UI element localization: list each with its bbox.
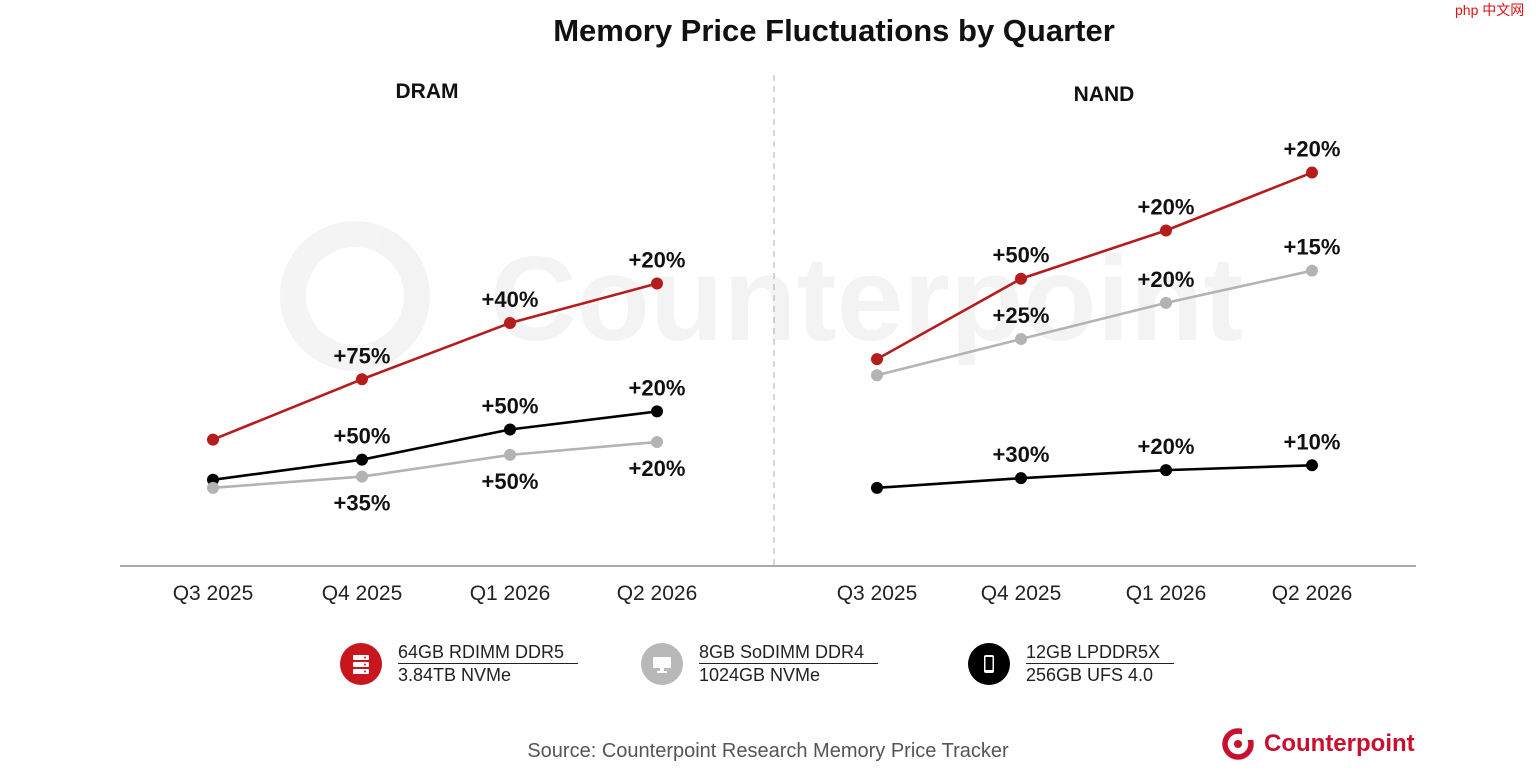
data-label: +20% bbox=[629, 248, 686, 273]
legend-label-line2: 1024GB NVMe bbox=[699, 665, 821, 685]
data-label: +10% bbox=[1284, 429, 1341, 454]
data-label: +20% bbox=[1138, 267, 1195, 292]
legend-label-line1: 12GB LPDDR5X bbox=[1026, 641, 1175, 664]
series-line bbox=[876, 269, 1313, 377]
data-point bbox=[651, 435, 663, 448]
data-label: +50% bbox=[482, 469, 539, 494]
data-label: +30% bbox=[993, 442, 1050, 467]
data-point bbox=[207, 433, 219, 446]
series-line bbox=[876, 464, 1313, 490]
series-line bbox=[212, 410, 658, 482]
desktop-icon bbox=[641, 642, 683, 685]
data-label: +75% bbox=[334, 343, 391, 368]
data-point bbox=[1160, 464, 1172, 477]
x-tick-label: Q1 2026 bbox=[470, 582, 551, 605]
data-label: +20% bbox=[1138, 434, 1195, 459]
legend-item-sodimm: 8GB SoDIMM DDR4 1024GB NVMe bbox=[641, 641, 879, 686]
data-label: +20% bbox=[1284, 137, 1341, 162]
data-point bbox=[1306, 459, 1318, 472]
data-point bbox=[1306, 166, 1318, 179]
legend-item-rdimm: 64GB RDIMM DDR5 3.84TB NVMe bbox=[340, 641, 579, 686]
x-tick-label: Q4 2025 bbox=[322, 582, 403, 605]
series-line bbox=[876, 171, 1313, 361]
data-point bbox=[651, 277, 663, 290]
x-tick-label: Q2 2026 bbox=[1272, 582, 1353, 605]
data-point bbox=[1015, 472, 1027, 485]
dram-panel-title: DRAM bbox=[396, 80, 459, 103]
smartphone-icon bbox=[968, 642, 1010, 685]
data-label: +20% bbox=[1138, 194, 1195, 219]
series-line bbox=[212, 440, 658, 490]
data-point bbox=[871, 353, 883, 366]
brand-logo: Counterpoint bbox=[1220, 726, 1415, 762]
plot-layer: Q3 2025 Q4 2025 Q1 2026 Q2 2026 +75% +40% +20%… bbox=[173, 137, 1353, 605]
data-label: +35% bbox=[334, 491, 391, 516]
data-point bbox=[871, 369, 883, 382]
brand-watermark: Counterpoint bbox=[280, 221, 1243, 371]
data-point bbox=[356, 373, 368, 386]
x-tick-label: Q4 2025 bbox=[981, 582, 1062, 605]
data-label: +20% bbox=[629, 375, 686, 400]
data-point bbox=[1160, 296, 1172, 309]
data-point bbox=[651, 405, 663, 418]
data-point bbox=[1015, 333, 1027, 346]
data-point bbox=[871, 481, 883, 494]
source-note: Source: Counterpoint Research Memory Pri… bbox=[527, 740, 1009, 762]
x-tick-label: Q2 2026 bbox=[617, 582, 698, 605]
data-label: +50% bbox=[334, 424, 391, 449]
series-line bbox=[212, 282, 658, 441]
watermark-text: Counterpoint bbox=[490, 232, 1243, 366]
data-label: +25% bbox=[993, 303, 1050, 328]
nand-panel-title: NAND bbox=[1074, 83, 1135, 106]
data-label: +50% bbox=[482, 394, 539, 419]
brand-name: Counterpoint bbox=[1264, 730, 1415, 757]
legend-label-line2: 256GB UFS 4.0 bbox=[1026, 665, 1154, 685]
data-point bbox=[356, 453, 368, 466]
data-label: +50% bbox=[993, 243, 1050, 268]
data-point bbox=[1015, 272, 1027, 285]
data-label: +20% bbox=[629, 456, 686, 481]
data-label: +15% bbox=[1284, 235, 1341, 260]
data-point bbox=[504, 448, 516, 461]
server-icon bbox=[340, 642, 382, 685]
legend-item-lpddr: 12GB LPDDR5X 256GB UFS 4.0 bbox=[968, 641, 1175, 686]
counterpoint-logo-icon bbox=[1222, 728, 1254, 760]
x-tick-label: Q3 2025 bbox=[173, 582, 254, 605]
data-point bbox=[356, 470, 368, 483]
chart-title: Memory Price Fluctuations by Quarter bbox=[553, 13, 1115, 48]
legend-label-line2: 3.84TB NVMe bbox=[398, 665, 512, 685]
x-tick-label: Q3 2025 bbox=[837, 582, 918, 605]
watermark-logo-icon bbox=[280, 221, 430, 371]
data-point bbox=[207, 481, 219, 494]
data-point bbox=[1160, 224, 1172, 237]
corner-watermark: php 中文网 bbox=[1455, 2, 1525, 18]
x-tick-label: Q1 2026 bbox=[1126, 582, 1207, 605]
data-point bbox=[504, 423, 516, 436]
data-point bbox=[504, 316, 516, 329]
data-label: +40% bbox=[482, 287, 539, 312]
legend-label-line1: 8GB SoDIMM DDR4 bbox=[699, 641, 879, 664]
data-point bbox=[1306, 264, 1318, 277]
legend-label-line1: 64GB RDIMM DDR5 bbox=[398, 641, 579, 664]
